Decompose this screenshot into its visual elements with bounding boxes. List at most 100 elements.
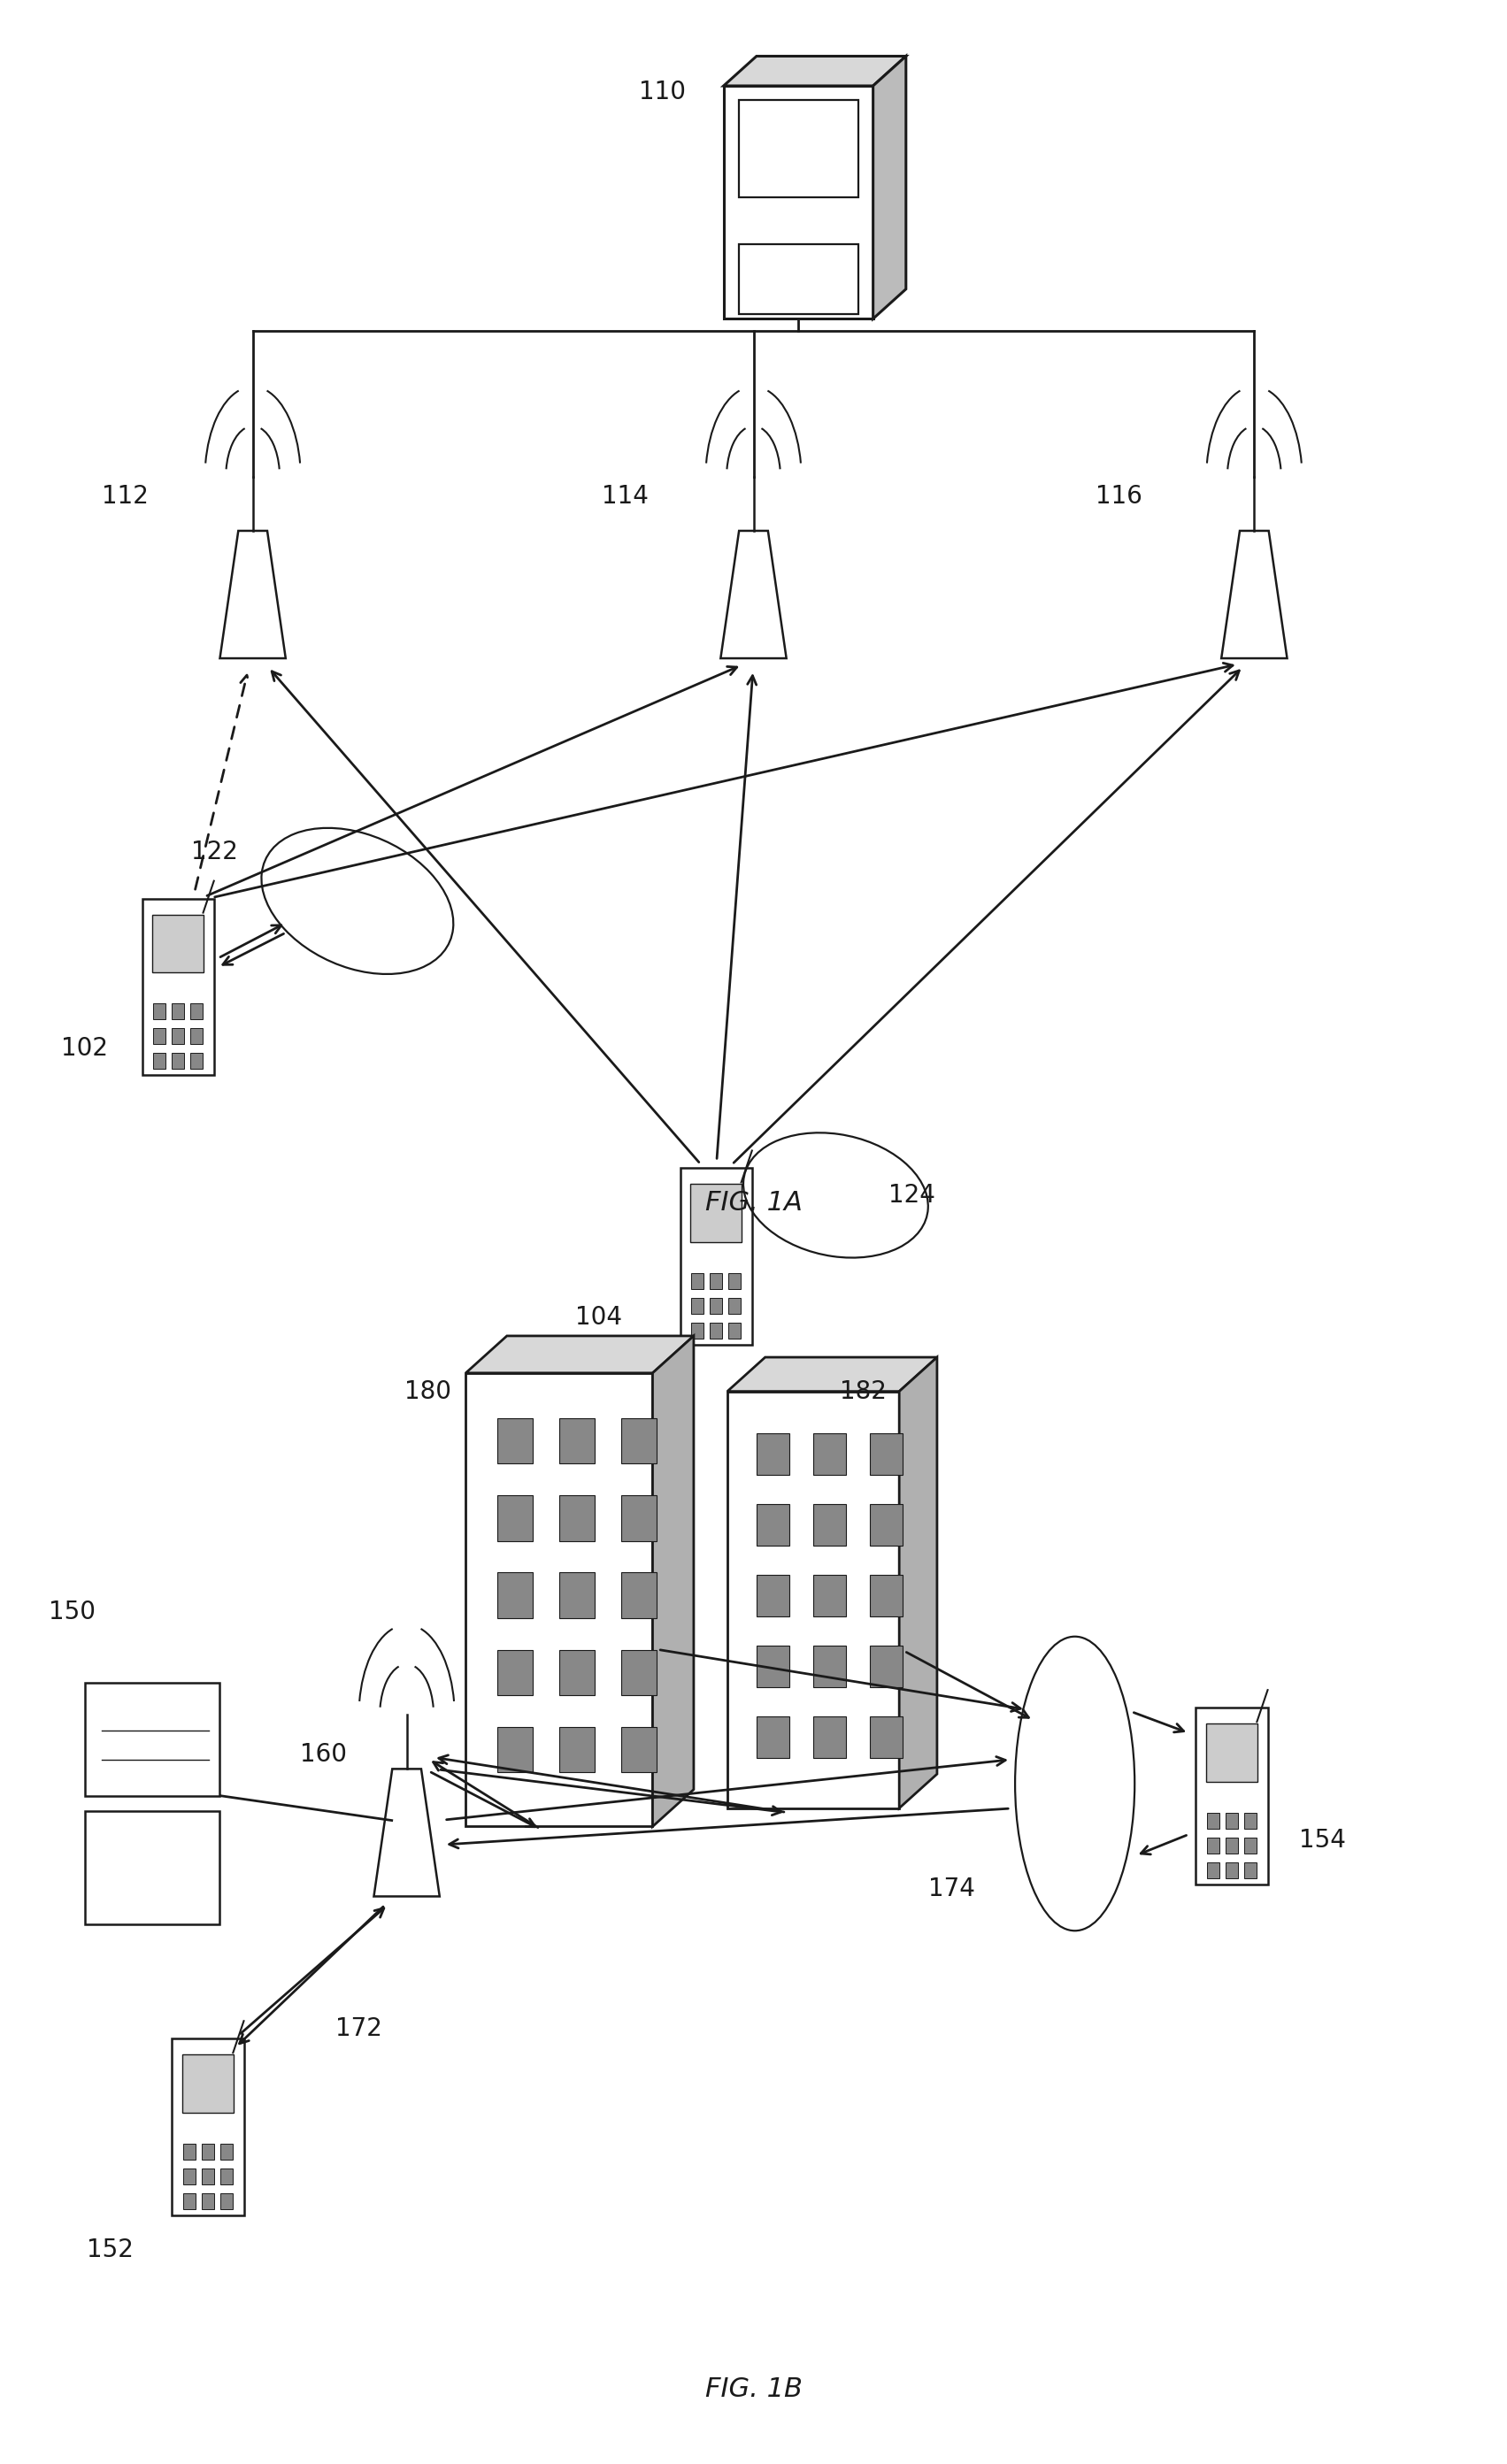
Polygon shape	[1221, 530, 1287, 658]
Polygon shape	[900, 1358, 937, 1809]
Polygon shape	[710, 1323, 722, 1338]
Polygon shape	[621, 1651, 657, 1695]
Polygon shape	[1207, 1838, 1219, 1853]
Polygon shape	[1245, 1838, 1257, 1853]
Polygon shape	[757, 1574, 790, 1616]
Polygon shape	[692, 1274, 704, 1289]
Polygon shape	[1207, 1863, 1219, 1878]
Polygon shape	[870, 1717, 903, 1759]
Polygon shape	[1206, 1722, 1258, 1781]
Text: 152: 152	[86, 2237, 133, 2262]
Polygon shape	[814, 1503, 845, 1545]
Text: 182: 182	[841, 1380, 888, 1404]
Polygon shape	[172, 1027, 184, 1045]
Polygon shape	[757, 1717, 790, 1759]
Polygon shape	[873, 57, 906, 318]
Polygon shape	[728, 1358, 937, 1392]
Polygon shape	[723, 57, 906, 86]
Polygon shape	[190, 1052, 203, 1069]
Text: 110: 110	[639, 79, 686, 103]
Polygon shape	[814, 1717, 845, 1759]
Polygon shape	[621, 1496, 657, 1540]
Polygon shape	[154, 1027, 166, 1045]
Polygon shape	[621, 1572, 657, 1619]
Polygon shape	[184, 2193, 196, 2208]
Polygon shape	[692, 1323, 704, 1338]
Polygon shape	[497, 1572, 533, 1619]
Text: FIG. 1B: FIG. 1B	[705, 2375, 802, 2402]
Polygon shape	[497, 1496, 533, 1540]
Text: 104: 104	[576, 1306, 622, 1331]
Polygon shape	[729, 1323, 741, 1338]
Polygon shape	[86, 1683, 220, 1796]
Polygon shape	[680, 1168, 752, 1345]
Polygon shape	[202, 2168, 214, 2183]
Polygon shape	[729, 1299, 741, 1313]
Polygon shape	[86, 1811, 220, 1924]
Text: 102: 102	[60, 1035, 109, 1060]
Polygon shape	[738, 101, 857, 197]
Text: 174: 174	[928, 1878, 975, 1902]
Text: 180: 180	[405, 1380, 452, 1404]
Polygon shape	[723, 86, 873, 318]
Polygon shape	[184, 2144, 196, 2158]
Polygon shape	[1225, 1863, 1237, 1878]
Polygon shape	[814, 1574, 845, 1616]
Polygon shape	[190, 1027, 203, 1045]
Polygon shape	[172, 1052, 184, 1069]
Polygon shape	[142, 899, 214, 1074]
Polygon shape	[154, 1003, 166, 1020]
Polygon shape	[182, 2055, 234, 2112]
Polygon shape	[152, 914, 203, 973]
Polygon shape	[814, 1434, 845, 1476]
Text: 150: 150	[48, 1599, 96, 1624]
Polygon shape	[559, 1419, 595, 1464]
Polygon shape	[757, 1646, 790, 1688]
Text: 112: 112	[101, 483, 148, 510]
Polygon shape	[870, 1574, 903, 1616]
Polygon shape	[692, 1299, 704, 1313]
Text: 122: 122	[191, 840, 238, 865]
Text: 114: 114	[603, 483, 650, 510]
Polygon shape	[814, 1646, 845, 1688]
Polygon shape	[202, 2144, 214, 2158]
Polygon shape	[202, 2193, 214, 2208]
Polygon shape	[621, 1419, 657, 1464]
Polygon shape	[220, 2193, 232, 2208]
Text: 160: 160	[300, 1742, 347, 1767]
Polygon shape	[1225, 1814, 1237, 1828]
Polygon shape	[184, 2168, 196, 2183]
Polygon shape	[710, 1274, 722, 1289]
Polygon shape	[757, 1503, 790, 1545]
Polygon shape	[1245, 1814, 1257, 1828]
Polygon shape	[690, 1185, 741, 1242]
Polygon shape	[190, 1003, 203, 1020]
Polygon shape	[559, 1572, 595, 1619]
Polygon shape	[728, 1392, 900, 1809]
Polygon shape	[720, 530, 787, 658]
Polygon shape	[870, 1646, 903, 1688]
Polygon shape	[757, 1434, 790, 1476]
Text: 116: 116	[1096, 483, 1142, 510]
Polygon shape	[621, 1727, 657, 1772]
Polygon shape	[497, 1419, 533, 1464]
Polygon shape	[466, 1372, 653, 1826]
Text: FIG. 1A: FIG. 1A	[705, 1190, 802, 1215]
Polygon shape	[374, 1769, 440, 1897]
Polygon shape	[172, 2038, 244, 2215]
Polygon shape	[497, 1651, 533, 1695]
Polygon shape	[1245, 1863, 1257, 1878]
Polygon shape	[559, 1651, 595, 1695]
Polygon shape	[172, 1003, 184, 1020]
Polygon shape	[729, 1274, 741, 1289]
Polygon shape	[1197, 1708, 1267, 1885]
Polygon shape	[497, 1727, 533, 1772]
Polygon shape	[710, 1299, 722, 1313]
Text: 172: 172	[335, 2016, 381, 2040]
Polygon shape	[559, 1727, 595, 1772]
Polygon shape	[738, 244, 857, 313]
Polygon shape	[559, 1496, 595, 1540]
Polygon shape	[154, 1052, 166, 1069]
Text: 154: 154	[1299, 1828, 1346, 1853]
Polygon shape	[870, 1503, 903, 1545]
